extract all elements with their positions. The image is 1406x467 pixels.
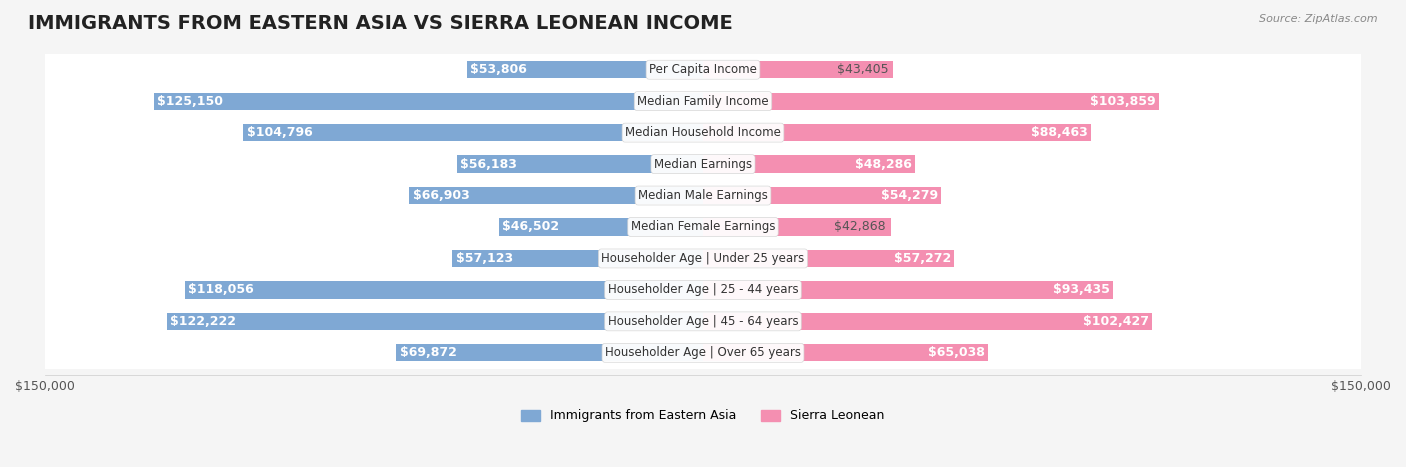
Bar xyxy=(45,85,1361,117)
Text: $46,502: $46,502 xyxy=(502,220,560,234)
Bar xyxy=(703,124,1091,142)
Bar xyxy=(467,61,703,78)
Bar xyxy=(703,281,1114,298)
Text: $57,123: $57,123 xyxy=(456,252,513,265)
Bar xyxy=(153,92,703,110)
Bar xyxy=(703,92,1159,110)
Bar xyxy=(45,305,1361,337)
Text: $118,056: $118,056 xyxy=(188,283,254,297)
Text: $88,463: $88,463 xyxy=(1031,126,1088,139)
Bar xyxy=(703,61,893,78)
Text: $56,183: $56,183 xyxy=(460,157,516,170)
Bar xyxy=(703,219,891,236)
Bar xyxy=(499,219,703,236)
Legend: Immigrants from Eastern Asia, Sierra Leonean: Immigrants from Eastern Asia, Sierra Leo… xyxy=(516,404,890,427)
Text: Median Male Earnings: Median Male Earnings xyxy=(638,189,768,202)
Text: Median Family Income: Median Family Income xyxy=(637,95,769,108)
Text: $65,038: $65,038 xyxy=(928,347,986,359)
Bar xyxy=(45,54,1361,85)
Text: $57,272: $57,272 xyxy=(894,252,950,265)
Text: Median Household Income: Median Household Income xyxy=(626,126,780,139)
Bar xyxy=(45,211,1361,243)
Bar xyxy=(453,250,703,267)
Bar xyxy=(457,156,703,173)
Text: $69,872: $69,872 xyxy=(399,347,457,359)
Bar xyxy=(186,281,703,298)
Text: IMMIGRANTS FROM EASTERN ASIA VS SIERRA LEONEAN INCOME: IMMIGRANTS FROM EASTERN ASIA VS SIERRA L… xyxy=(28,14,733,33)
Text: $54,279: $54,279 xyxy=(880,189,938,202)
Text: $53,806: $53,806 xyxy=(470,63,527,76)
Text: Householder Age | Over 65 years: Householder Age | Over 65 years xyxy=(605,347,801,359)
Bar xyxy=(45,243,1361,274)
Bar xyxy=(45,274,1361,305)
Text: Source: ZipAtlas.com: Source: ZipAtlas.com xyxy=(1260,14,1378,24)
Bar xyxy=(396,344,703,361)
Bar xyxy=(703,187,941,204)
Bar xyxy=(45,180,1361,211)
Text: Median Earnings: Median Earnings xyxy=(654,157,752,170)
Text: Householder Age | 25 - 44 years: Householder Age | 25 - 44 years xyxy=(607,283,799,297)
Text: $42,868: $42,868 xyxy=(834,220,886,234)
Bar xyxy=(409,187,703,204)
Text: $66,903: $66,903 xyxy=(413,189,470,202)
Bar xyxy=(703,313,1153,330)
Bar xyxy=(703,250,955,267)
Text: $122,222: $122,222 xyxy=(170,315,236,328)
Text: $93,435: $93,435 xyxy=(1053,283,1109,297)
Bar xyxy=(703,344,988,361)
Text: $125,150: $125,150 xyxy=(157,95,224,108)
Text: $48,286: $48,286 xyxy=(855,157,911,170)
Bar xyxy=(243,124,703,142)
Text: Per Capita Income: Per Capita Income xyxy=(650,63,756,76)
Bar xyxy=(703,156,915,173)
Text: Householder Age | 45 - 64 years: Householder Age | 45 - 64 years xyxy=(607,315,799,328)
Text: $102,427: $102,427 xyxy=(1083,315,1149,328)
Bar xyxy=(45,149,1361,180)
Text: $104,796: $104,796 xyxy=(246,126,312,139)
Text: $43,405: $43,405 xyxy=(837,63,889,76)
Text: Median Female Earnings: Median Female Earnings xyxy=(631,220,775,234)
Text: $103,859: $103,859 xyxy=(1090,95,1156,108)
Bar xyxy=(167,313,703,330)
Bar xyxy=(45,117,1361,149)
Bar xyxy=(45,337,1361,368)
Text: Householder Age | Under 25 years: Householder Age | Under 25 years xyxy=(602,252,804,265)
